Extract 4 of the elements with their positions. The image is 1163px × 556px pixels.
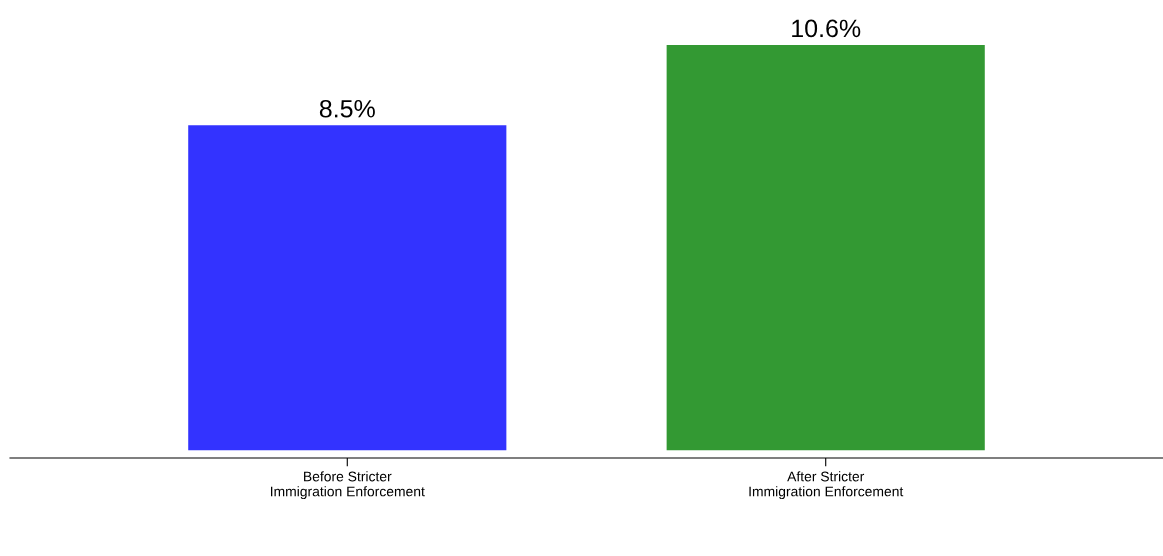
data-label: 10.6% [792, 19, 861, 38]
x-tick-label: After Stricter Immigration Enforcement [749, 471, 904, 500]
x-tick-label: Before Stricter Immigration Enforcement [271, 471, 425, 500]
data-label: 8.5% [319, 99, 375, 118]
